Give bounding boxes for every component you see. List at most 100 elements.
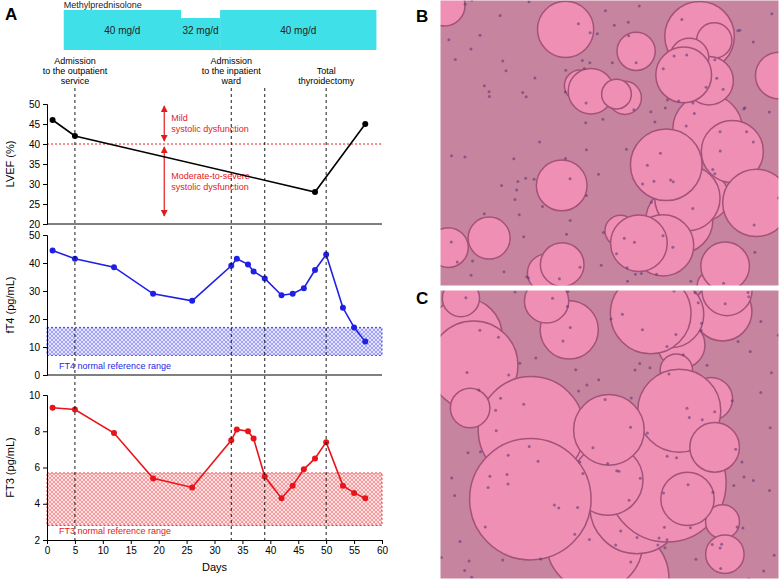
data-point xyxy=(251,436,257,442)
nucleus xyxy=(569,177,572,180)
nucleus xyxy=(705,86,708,89)
y-tick: 30 xyxy=(29,179,47,190)
nucleus xyxy=(752,140,755,143)
nucleus xyxy=(625,148,628,151)
nucleus xyxy=(609,317,612,320)
nucleus xyxy=(638,362,641,365)
nucleus xyxy=(447,38,450,41)
nucleus xyxy=(584,121,587,124)
data-point xyxy=(351,324,357,330)
nucleus xyxy=(615,252,618,255)
nucleus xyxy=(527,0,530,3)
annotation: Mild xyxy=(171,113,188,123)
y-tick-mark xyxy=(43,124,47,125)
data-point xyxy=(50,247,56,253)
nucleus xyxy=(505,69,508,72)
y-tick-mark xyxy=(43,144,47,145)
x-tick: 10 xyxy=(98,540,110,556)
y-tick-label: 10 xyxy=(29,342,41,353)
y-tick: 50 xyxy=(29,230,47,241)
x-tick-label: 5 xyxy=(73,545,79,556)
data-point xyxy=(290,291,296,297)
data-point xyxy=(189,484,195,490)
event-label: to the outpatient xyxy=(43,66,108,76)
nucleus xyxy=(471,260,474,263)
follicle xyxy=(536,160,587,211)
nucleus xyxy=(507,482,510,485)
y-axis-title: LVEF (%) xyxy=(4,141,16,188)
nucleus xyxy=(558,277,561,280)
nucleus xyxy=(484,525,487,528)
nucleus xyxy=(633,241,636,244)
nucleus xyxy=(500,184,503,187)
y-tick: 25 xyxy=(29,199,47,210)
follicle xyxy=(617,32,655,70)
threshold-line xyxy=(47,144,382,145)
y-tick-mark xyxy=(43,347,47,348)
follicle xyxy=(656,47,712,103)
nucleus xyxy=(630,397,633,400)
follicle xyxy=(440,0,465,26)
nucleus xyxy=(652,180,655,183)
y-tick-mark xyxy=(43,395,47,396)
dose-bar xyxy=(220,10,376,50)
nucleus xyxy=(513,198,516,201)
data-point xyxy=(362,338,368,344)
nucleus xyxy=(752,41,755,44)
nucleus xyxy=(518,213,521,216)
nucleus xyxy=(615,469,618,472)
nucleus xyxy=(743,475,746,478)
nucleus xyxy=(641,328,644,331)
nucleus xyxy=(488,95,491,98)
nucleus xyxy=(629,560,632,563)
nucleus xyxy=(585,384,588,387)
data-layer xyxy=(50,247,369,344)
x-tick: 30 xyxy=(209,540,221,556)
series-line xyxy=(53,120,366,192)
nucleus xyxy=(541,205,544,208)
y-axis: 246810 xyxy=(29,390,48,546)
follicle xyxy=(440,228,468,268)
nucleus xyxy=(579,266,582,269)
nucleus xyxy=(478,329,481,332)
nucleus xyxy=(662,492,665,495)
data-point xyxy=(234,426,240,432)
annotation: systolic dysfunction xyxy=(171,124,249,134)
nucleus xyxy=(697,301,700,304)
nucleus xyxy=(521,91,524,94)
nucleus xyxy=(713,172,716,175)
nucleus xyxy=(634,273,637,276)
dose-label: 40 mg/d xyxy=(104,25,140,36)
dose-label: 40 mg/d xyxy=(280,25,316,36)
y-tick: 10 xyxy=(29,390,47,401)
event-label: Admission xyxy=(210,56,252,66)
nucleus xyxy=(700,329,703,332)
nucleus xyxy=(662,234,665,237)
nucleus xyxy=(682,353,685,356)
nucleus xyxy=(693,112,696,115)
annotation: systolic dysfunction xyxy=(171,182,249,192)
data-point xyxy=(312,189,318,195)
events: Admissionto the outpatientserviceAdmissi… xyxy=(43,56,355,540)
y-tick: 8 xyxy=(34,426,47,437)
nucleus xyxy=(502,270,505,273)
nucleus xyxy=(768,110,771,113)
nucleus xyxy=(506,473,509,476)
nucleus xyxy=(499,397,502,400)
nucleus xyxy=(773,554,776,557)
nucleus xyxy=(611,61,614,64)
y-tick-mark xyxy=(43,375,47,376)
nucleus xyxy=(596,32,599,35)
y-tick-label: 10 xyxy=(29,390,41,401)
nucleus xyxy=(470,274,473,277)
follicle xyxy=(524,290,568,323)
nucleus xyxy=(719,149,722,152)
nucleus xyxy=(604,398,607,401)
nucleus xyxy=(770,12,773,15)
event-line xyxy=(326,88,327,540)
nucleus xyxy=(497,336,500,339)
normal-range-label: FT4 normal reference range xyxy=(59,361,171,371)
nucleus xyxy=(685,407,688,410)
nucleus xyxy=(626,266,629,269)
nucleus xyxy=(713,410,716,413)
